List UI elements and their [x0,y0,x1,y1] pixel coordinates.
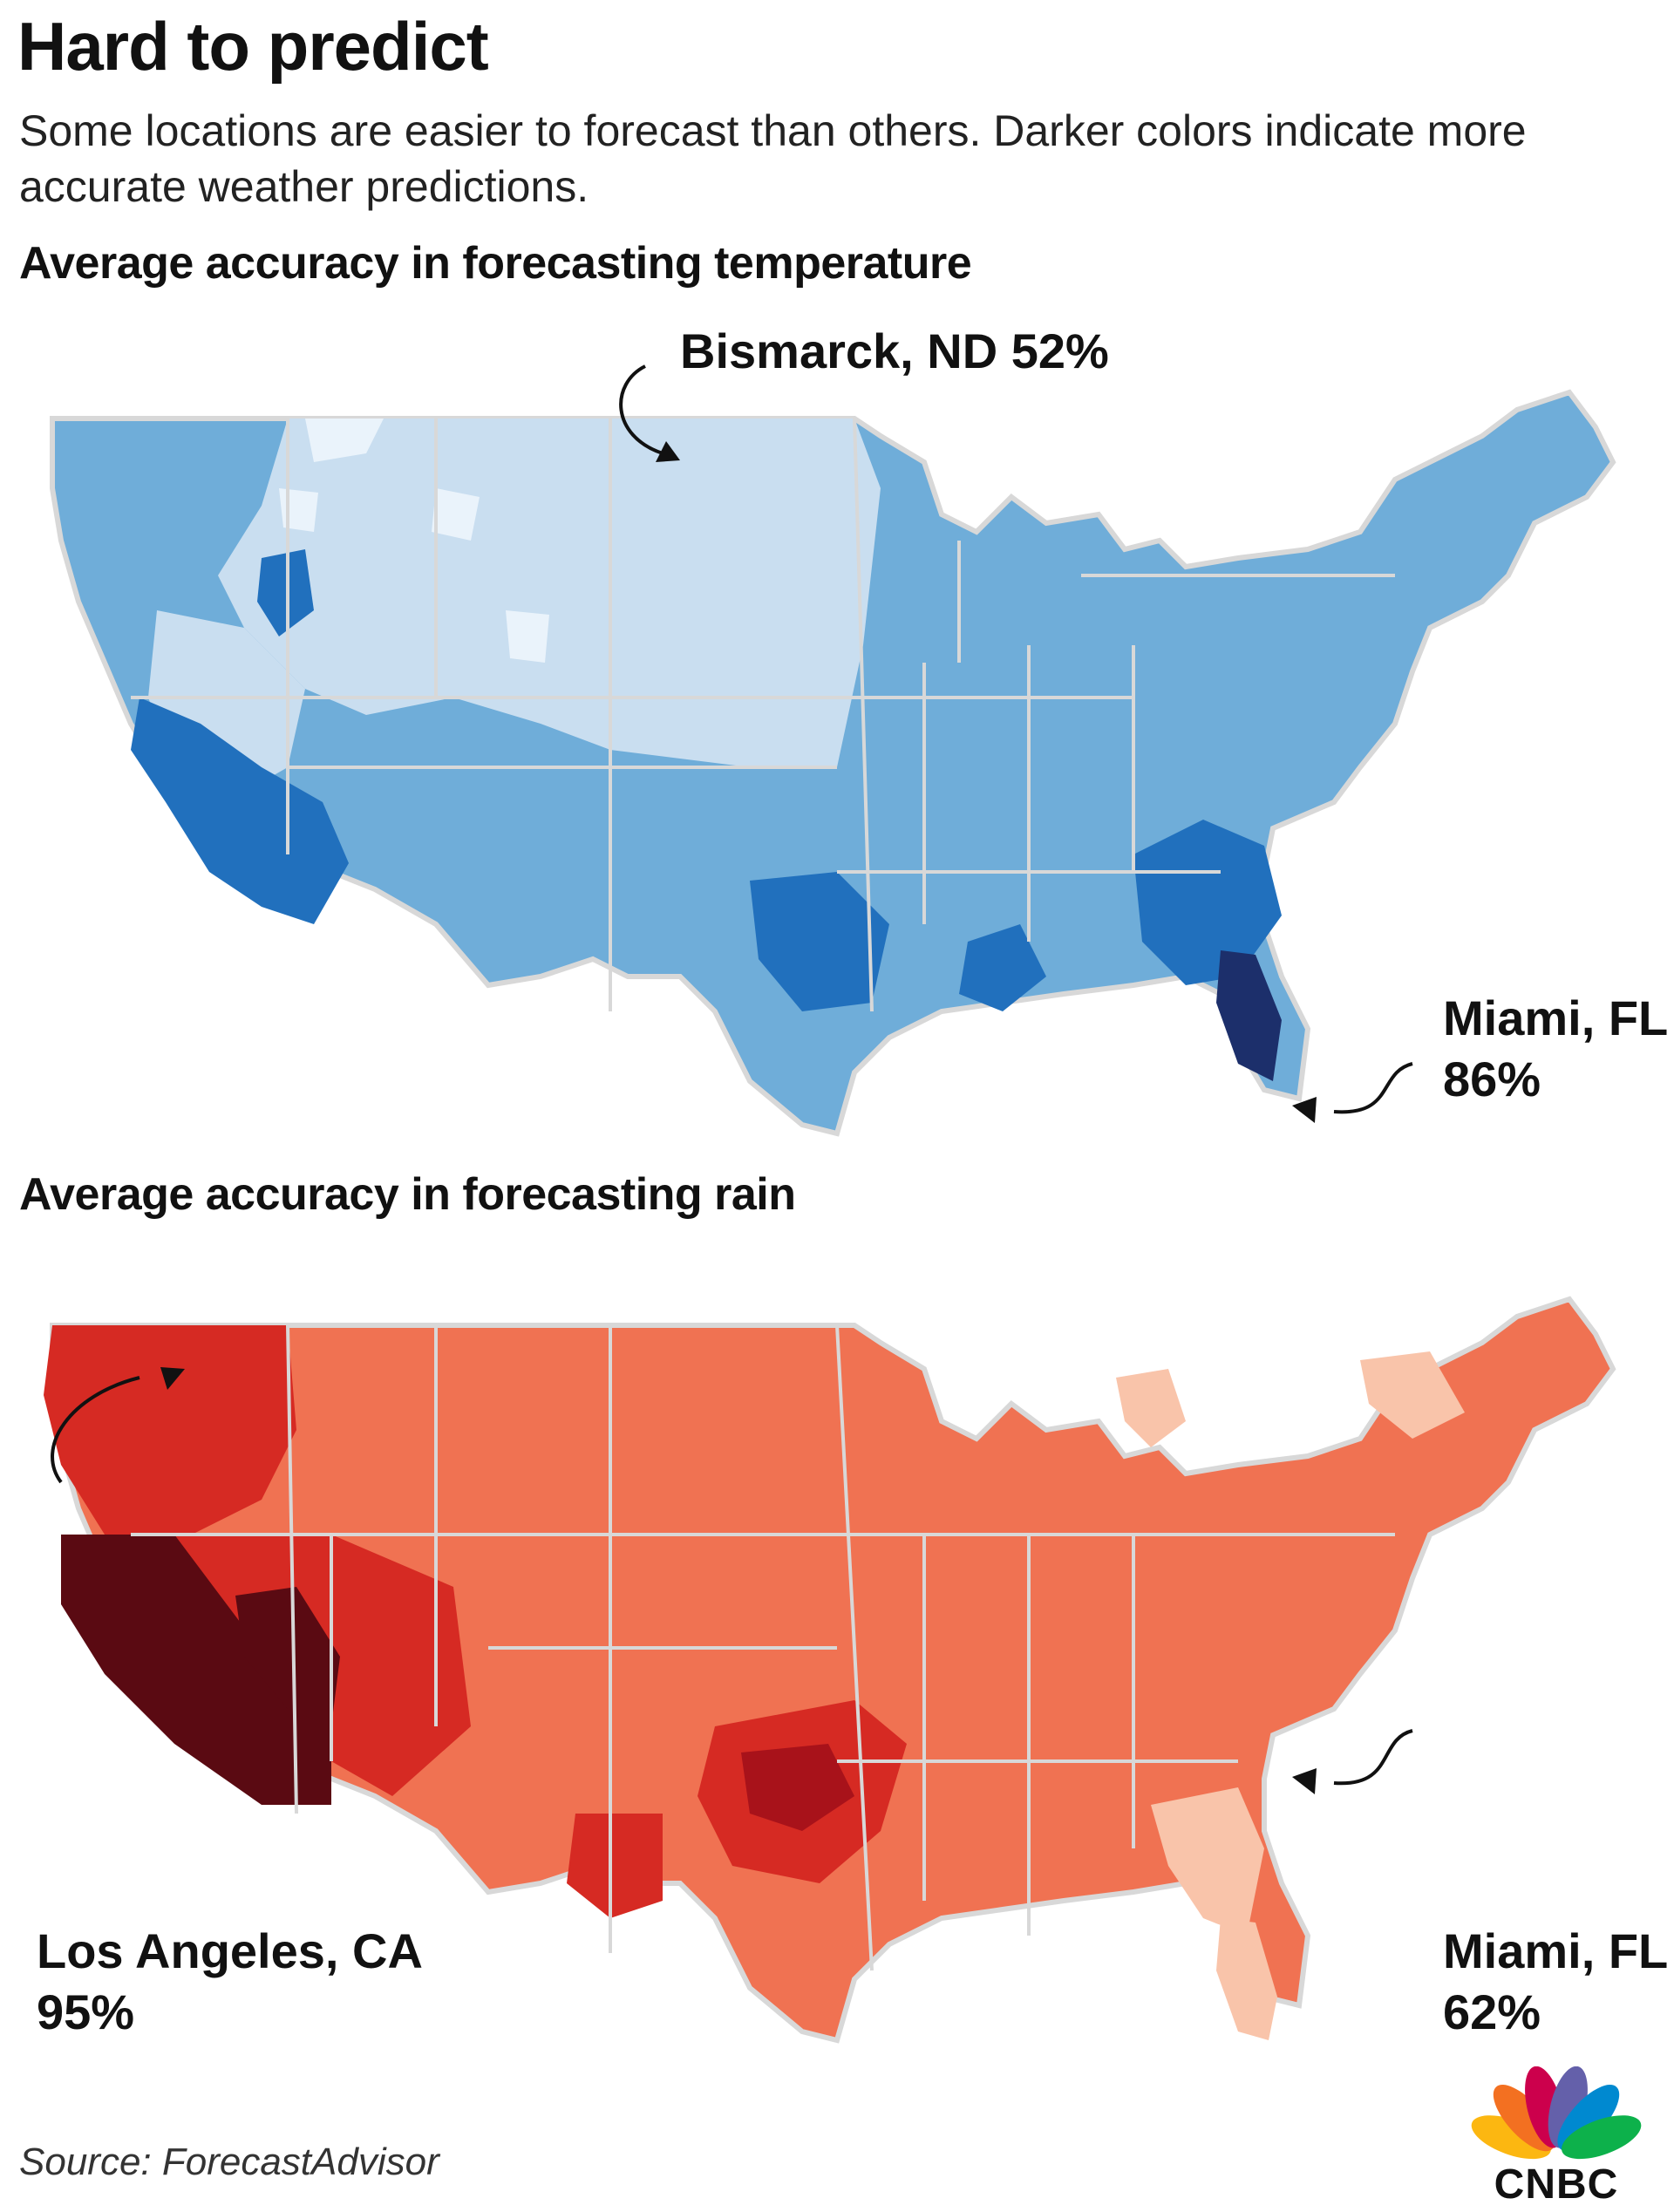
rain-regions [44,1325,1465,2040]
bismarck-callout: Bismarck, ND 52% [680,323,1109,378]
state-borders [131,1324,1395,1971]
region-southeast-light [1151,1787,1264,1936]
region-lightest-patch-4 [279,488,318,532]
miami-rain-value: 62% [1443,1984,1541,2039]
cnbc-wordmark: CNBC [1494,2161,1619,2208]
rain-map [44,1296,1616,2044]
miami-temp-city: Miami, FL [1443,990,1669,1045]
region-lightest-patch-1 [305,419,384,462]
region-lightest-patch-2 [432,488,480,541]
region-northwest-dark [257,549,314,636]
page-title: Hard to predict [17,8,489,85]
region-gulf-dark [959,924,1046,1011]
rain-us-map [44,1296,1616,2044]
region-florida-light [1216,1918,1277,2040]
bismarck-arrow [619,364,680,462]
region-texas-west-dark [567,1814,663,1918]
region-texas-dark [750,872,889,1011]
la-city: Los Angeles, CA [37,1923,423,1978]
peacock-feather [1562,2115,1642,2160]
miami-rain-arrow [1292,1729,1413,1794]
la-arrow [51,1367,185,1484]
la-value: 95% [37,1984,135,2039]
region-nevada-darkest [235,1587,340,1726]
region-california-darkest [61,1535,331,1805]
region-michigan-light [1116,1369,1186,1447]
temperature-regions [131,419,1282,1081]
temperature-map-heading: Average accuracy in forecasting temperat… [19,238,972,289]
rain-map-heading: Average accuracy in forecasting rain [19,1169,796,1220]
region-southeast-dark [1133,820,1282,985]
cnbc-logo: CNBC [1465,2066,1648,2208]
region-northeast-light [1360,1351,1465,1439]
region-lightest-patch-3 [506,610,549,663]
miami-temp-value: 86% [1443,1052,1541,1106]
temperature-map [50,364,1616,1137]
source-note: Source: ForecastAdvisor [19,2141,439,2183]
region-northern-plains-light [218,419,881,767]
region-southwest-dark [131,698,349,924]
region-pacific-northwest-dark [44,1325,296,1535]
miami-rain-city: Miami, FL [1443,1923,1669,1978]
temperature-us-map [50,389,1616,1137]
page-subtitle: Some locations are easier to forecast th… [19,106,1527,211]
peacock-feather [1471,2115,1551,2160]
miami-temp-arrow [1292,1062,1413,1123]
region-florida-darkest [1216,950,1282,1081]
state-borders [131,418,1395,1012]
region-tx-panhandle-darker [741,1744,854,1831]
peacock-logo-icon [1471,2066,1642,2160]
